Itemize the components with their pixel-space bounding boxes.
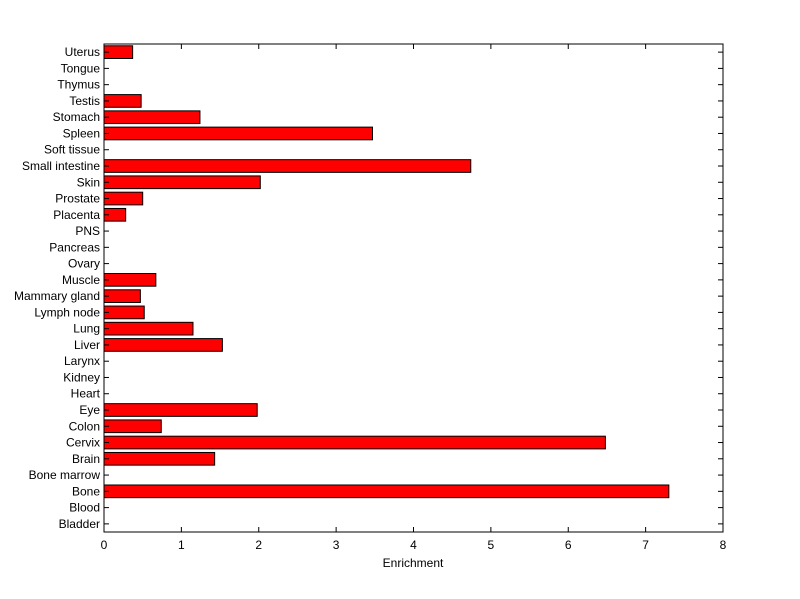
bar-brain xyxy=(103,451,216,466)
y-tick-label-uterus: Uterus xyxy=(65,45,100,59)
x-tick-label-0: 0 xyxy=(101,538,108,552)
x-tick-label-1: 1 xyxy=(178,538,185,552)
x-tick-label-5: 5 xyxy=(488,538,495,552)
bar-cervix xyxy=(103,435,606,450)
bar-skin xyxy=(103,175,261,190)
plot-area-frame xyxy=(103,43,724,533)
x-tick-label-4: 4 xyxy=(410,538,417,552)
y-tick-label-small-intestine: Small intestine xyxy=(22,159,100,173)
x-tick-label-6: 6 xyxy=(565,538,572,552)
y-tick-label-placenta: Placenta xyxy=(53,208,100,222)
x-tick-label-7: 7 xyxy=(642,538,649,552)
bar-mammary-gland xyxy=(103,289,141,303)
y-tick-label-soft-tissue: Soft tissue xyxy=(44,143,100,157)
bar-stomach xyxy=(103,110,201,125)
y-tick-label-eye: Eye xyxy=(79,403,100,417)
y-tick-label-heart: Heart xyxy=(71,387,101,401)
tick-labels-group: Bladder Blood Bone Bone marrow Brain Cervix Co… xyxy=(14,45,727,552)
y-tick-label-muscle: Muscle xyxy=(62,273,100,287)
y-tick-label-thymus: Thymus xyxy=(57,78,100,92)
y-tick-label-prostate: Prostate xyxy=(55,192,100,206)
bar-spleen xyxy=(103,126,373,141)
y-tick-label-pns: PNS xyxy=(75,224,100,238)
y-tick-label-mammary-gland: Mammary gland xyxy=(14,289,100,303)
y-tick-label-lymph-node: Lymph node xyxy=(34,305,100,319)
x-axis-label: Enrichment xyxy=(383,556,444,570)
y-tick-label-cervix: Cervix xyxy=(66,436,100,450)
y-tick-label-brain: Brain xyxy=(72,452,100,466)
bars-group xyxy=(103,45,670,499)
bar-muscle xyxy=(103,273,157,287)
bar-colon xyxy=(103,419,162,434)
y-tick-label-skin: Skin xyxy=(77,175,100,189)
y-tick-label-blood: Blood xyxy=(69,501,100,515)
y-tick-label-lung: Lung xyxy=(73,322,100,336)
bar-small-intestine xyxy=(103,159,472,173)
bar-eye xyxy=(103,403,258,417)
bar-bone xyxy=(103,484,670,499)
y-tick-label-testis: Testis xyxy=(69,94,100,108)
y-tick-label-liver: Liver xyxy=(74,338,100,352)
y-tick-label-kidney: Kidney xyxy=(63,370,100,384)
y-tick-label-colon: Colon xyxy=(69,419,100,433)
y-tick-label-pancreas: Pancreas xyxy=(49,240,100,254)
y-tick-label-stomach: Stomach xyxy=(53,110,100,124)
bar-liver xyxy=(103,338,223,352)
bar-lung xyxy=(103,321,194,336)
y-tick-label-ovary: Ovary xyxy=(68,257,100,271)
x-tick-label-3: 3 xyxy=(333,538,340,552)
x-tick-label-8: 8 xyxy=(720,538,727,552)
y-tick-label-tongue: Tongue xyxy=(61,61,101,75)
y-tick-label-bone-marrow: Bone marrow xyxy=(29,468,101,482)
y-tick-label-larynx: Larynx xyxy=(64,354,100,368)
x-tick-label-2: 2 xyxy=(255,538,262,552)
bar-testis xyxy=(103,94,142,108)
bar-prostate xyxy=(103,191,144,206)
y-tick-label-bone: Bone xyxy=(72,484,100,498)
bar-lymph-node xyxy=(103,305,145,320)
y-tick-label-spleen: Spleen xyxy=(63,126,100,140)
y-tick-label-bladder: Bladder xyxy=(59,517,100,531)
